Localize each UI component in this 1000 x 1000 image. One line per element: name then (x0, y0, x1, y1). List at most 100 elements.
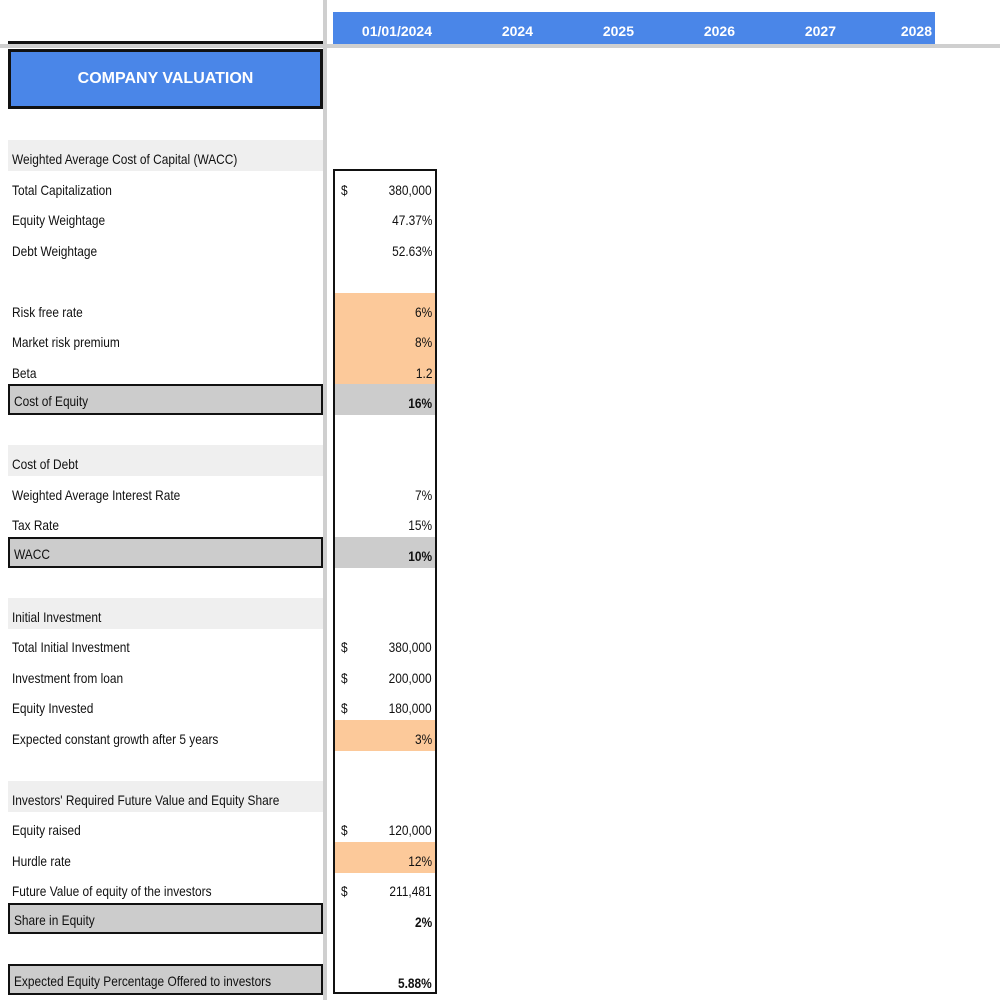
row-label: Weighted Average Interest Rate (12, 486, 181, 503)
cell-value: 52.63% (391, 242, 432, 259)
currency-symbol: $ (341, 639, 348, 655)
cell-value: 2% (414, 913, 432, 930)
currency-symbol: $ (341, 669, 348, 686)
row-label: Future Value of equity of the investors (12, 883, 212, 899)
value-cell[interactable]: 2% (335, 903, 435, 934)
value-cell[interactable]: 52.63% (335, 232, 435, 263)
row-label-cell[interactable]: WACC (8, 536, 323, 568)
row-label-cell[interactable]: Investment from loan (8, 659, 323, 690)
column-header: 2026 (703, 23, 735, 39)
row-label: Equity raised (12, 822, 81, 838)
value-cell[interactable]: 47.37% (335, 201, 435, 232)
row-divider (0, 44, 1000, 48)
row-label-cell[interactable]: Share in Equity (8, 902, 323, 934)
cell-value: 200,000 (388, 669, 432, 686)
row-label-cell[interactable]: Risk free rate (8, 293, 323, 324)
row-label-cell[interactable]: Market risk premium (8, 323, 323, 354)
row-label-cell[interactable]: Expected Equity Percentage Offered to in… (8, 963, 323, 995)
value-cell[interactable]: $380,000 (335, 171, 435, 202)
cell-value: 180,000 (388, 700, 432, 716)
row-label: Weighted Average Cost of Capital (WACC) (12, 151, 238, 167)
column-header: 2025 (602, 23, 634, 39)
column-header: 2027 (804, 23, 836, 39)
value-cell[interactable]: 10% (335, 536, 435, 568)
cell-value: 15% (408, 517, 432, 533)
value-column-border (333, 169, 437, 994)
value-cell[interactable]: 16% (335, 384, 435, 415)
row-label: Equity Invested (12, 700, 94, 716)
row-label: Expected Equity Percentage Offered to in… (14, 972, 272, 989)
row-label-cell[interactable]: Tax Rate (8, 506, 323, 537)
input-cell[interactable]: 12% (335, 841, 435, 873)
row-label-cell[interactable]: Hurdle rate (8, 842, 323, 873)
cell-value: 10% (408, 547, 432, 564)
page-title: COMPANY VALUATION (8, 49, 323, 109)
cell-value: 16% (408, 395, 432, 411)
cell-value: 8% (414, 334, 432, 350)
row-label-cell[interactable]: Weighted Average Interest Rate (8, 476, 323, 507)
row-label: Cost of Equity (14, 393, 89, 409)
row-label-cell[interactable]: Beta (8, 354, 323, 385)
input-cell[interactable]: 1.2 (335, 353, 435, 385)
cell-value: 7% (414, 486, 432, 503)
row-label: Hurdle rate (12, 852, 71, 869)
row-label: Total Capitalization (12, 181, 112, 198)
row-label-cell[interactable]: Cost of Equity (8, 384, 323, 415)
row-label: Share in Equity (14, 911, 95, 928)
section-header[interactable]: Weighted Average Cost of Capital (WACC) (8, 140, 323, 171)
cell-value: 380,000 (388, 639, 432, 655)
section-header[interactable]: Cost of Debt (8, 445, 323, 476)
cell-value: 6% (414, 303, 432, 320)
row-label: Beta (12, 364, 37, 381)
column-header: 2024 (501, 23, 533, 39)
row-label: Investors' Required Future Value and Equ… (12, 791, 280, 808)
input-cell[interactable]: 8% (335, 323, 435, 354)
row-label-cell[interactable]: Total Capitalization (8, 171, 323, 202)
period-header-bar: 01/01/2024 2024 2025 2026 2027 2028 (333, 12, 935, 44)
cell-value: 120,000 (388, 822, 432, 838)
input-cell[interactable]: 3% (335, 719, 435, 751)
value-cell[interactable]: 5.88% (335, 964, 435, 995)
value-cell[interactable]: $200,000 (335, 659, 435, 690)
row-label: WACC (14, 545, 50, 562)
currency-symbol: $ (341, 700, 348, 716)
row-label-cell[interactable]: Equity raised (8, 811, 323, 842)
row-label-cell[interactable]: Future Value of equity of the investors (8, 872, 323, 903)
cell-value: 211,481 (389, 883, 432, 899)
section-header[interactable]: Investors' Required Future Value and Equ… (8, 780, 323, 812)
value-cell[interactable]: $180,000 (335, 689, 435, 720)
value-cell[interactable]: $211,481 (335, 872, 435, 903)
value-cell[interactable]: 7% (335, 476, 435, 507)
value-cell[interactable]: 15% (335, 506, 435, 537)
row-label-cell[interactable]: Equity Weightage (8, 201, 323, 232)
row-label-cell[interactable]: Expected constant growth after 5 years (8, 720, 323, 751)
currency-symbol: $ (341, 822, 348, 838)
column-header: 2028 (900, 23, 932, 39)
cell-value: 5.88% (398, 974, 432, 991)
title-top-border (8, 41, 323, 44)
cell-value: 1.2 (415, 364, 432, 381)
value-cell[interactable]: $380,000 (335, 628, 435, 659)
value-cell[interactable]: $120,000 (335, 811, 435, 842)
currency-symbol: $ (341, 181, 348, 198)
row-label: Investment from loan (12, 669, 124, 686)
row-label: Expected constant growth after 5 years (12, 730, 219, 747)
row-label-cell[interactable]: Equity Invested (8, 689, 323, 720)
column-divider (323, 0, 327, 1000)
currency-symbol: $ (341, 883, 348, 899)
cell-value: 3% (414, 730, 432, 747)
input-cell[interactable]: 6% (335, 292, 435, 324)
column-header: 01/01/2024 (361, 23, 432, 39)
row-label: Debt Weightage (12, 242, 98, 259)
row-label: Initial Investment (12, 608, 102, 625)
row-label-cell[interactable]: Total Initial Investment (8, 628, 323, 659)
cell-value: 47.37% (391, 212, 432, 228)
row-label: Total Initial Investment (12, 639, 130, 655)
cell-value: 380,000 (388, 181, 432, 198)
section-header[interactable]: Initial Investment (8, 597, 323, 629)
row-label: Risk free rate (12, 303, 83, 320)
row-label: Market risk premium (12, 334, 120, 350)
cell-value: 12% (408, 852, 432, 869)
row-label: Equity Weightage (12, 212, 106, 228)
row-label-cell[interactable]: Debt Weightage (8, 232, 323, 263)
